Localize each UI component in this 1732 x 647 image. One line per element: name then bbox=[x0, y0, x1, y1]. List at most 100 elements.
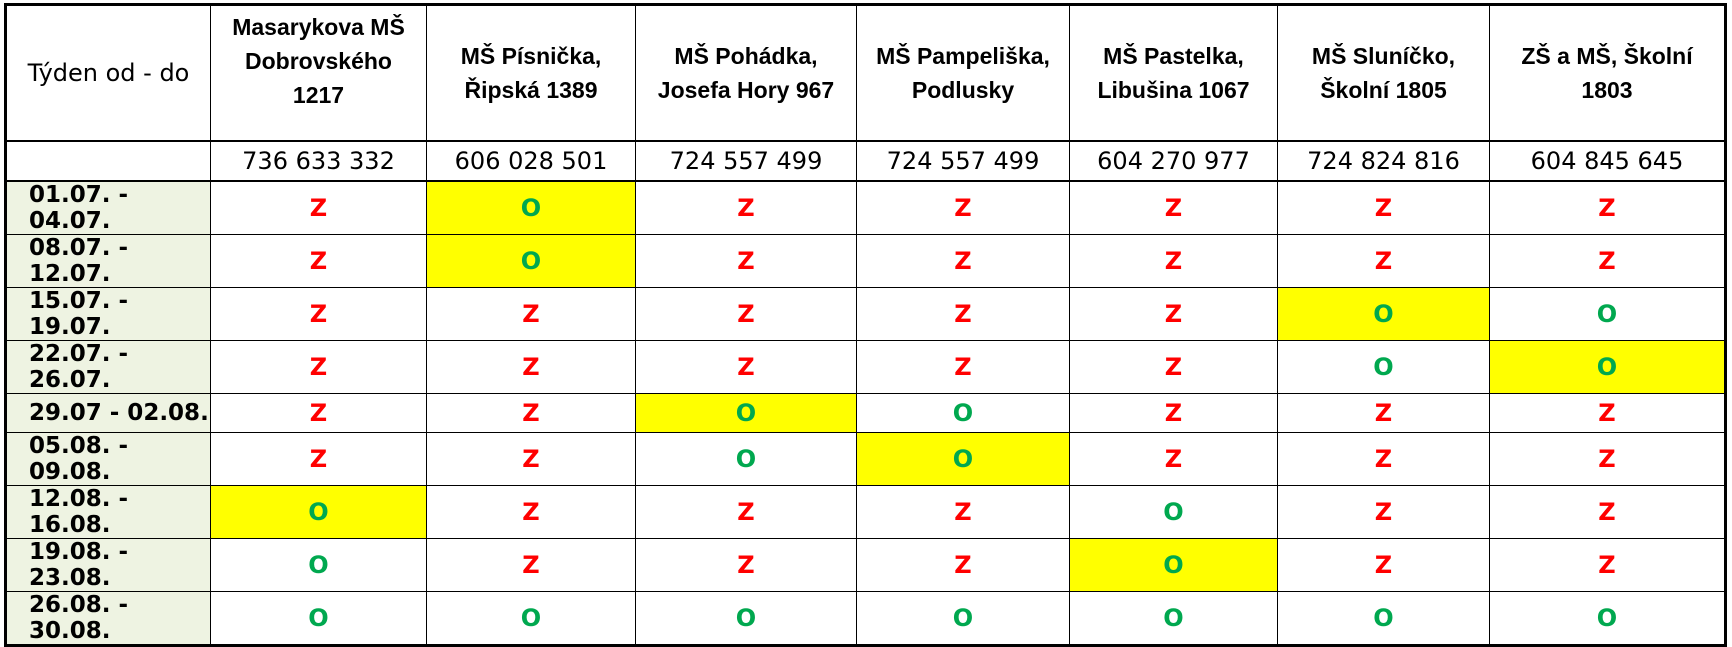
week-row: 15.07. - 19.07. Z Z Z Z Z O O bbox=[5, 287, 1726, 341]
school-name: MŠ Pohádka, Josefa Hory 967 bbox=[657, 43, 835, 103]
week-range-label: 22.07. - 26.07. bbox=[5, 340, 211, 394]
phone-number: 736 633 332 bbox=[210, 140, 427, 182]
school-header: MŠ Sluníčko, Školní 1805 bbox=[1277, 4, 1490, 142]
status-cell: Z bbox=[856, 180, 1070, 235]
week-range-label: 08.07. - 12.07. bbox=[5, 234, 211, 288]
status-cell: O bbox=[1277, 287, 1490, 341]
status-cell: Z bbox=[635, 180, 857, 235]
week-range-header: Týden od - do bbox=[5, 4, 211, 142]
status-cell: Z bbox=[856, 485, 1070, 539]
status-cell: Z bbox=[1277, 485, 1490, 539]
phone-number: 606 028 501 bbox=[426, 140, 636, 182]
status-cell: Z bbox=[856, 538, 1070, 592]
school-name: MŠ Pampeliška, Podlusky bbox=[876, 43, 1050, 103]
status-cell: Z bbox=[1277, 180, 1490, 235]
status-cell: Z bbox=[210, 234, 427, 288]
status-cell: Z bbox=[635, 234, 857, 288]
status-cell: Z bbox=[426, 340, 636, 394]
status-cell: Z bbox=[426, 485, 636, 539]
status-cell: Z bbox=[1489, 432, 1726, 486]
week-row: 12.08. - 16.08. O Z Z Z O Z Z bbox=[5, 485, 1726, 539]
week-row: 19.08. - 23.08. O Z Z Z O Z Z bbox=[5, 538, 1726, 592]
school-header: MŠ Pampeliška, Podlusky bbox=[856, 4, 1070, 142]
school-name: Masarykova MŠ Dobrovského 1217 bbox=[232, 14, 405, 108]
status-cell: O bbox=[426, 180, 636, 235]
status-cell: O bbox=[426, 591, 636, 646]
status-cell: O bbox=[856, 591, 1070, 646]
status-cell: Z bbox=[1277, 538, 1490, 592]
school-name: MŠ Písnička, Řipská 1389 bbox=[460, 43, 602, 103]
week-row: 05.08. - 09.08. Z Z O O Z Z Z bbox=[5, 432, 1726, 486]
school-header: MŠ Pastelka, Libušina 1067 bbox=[1069, 4, 1278, 142]
phone-row-label bbox=[5, 140, 211, 182]
status-cell: Z bbox=[1069, 234, 1278, 288]
phone-number: 604 270 977 bbox=[1069, 140, 1278, 182]
week-range-label: 05.08. - 09.08. bbox=[5, 432, 211, 486]
status-cell: Z bbox=[426, 393, 636, 433]
status-cell: Z bbox=[210, 180, 427, 235]
status-cell: Z bbox=[635, 485, 857, 539]
school-name: ZŠ a MŠ, Školní 1803 bbox=[1521, 43, 1693, 103]
phone-number: 724 824 816 bbox=[1277, 140, 1490, 182]
status-cell: O bbox=[210, 485, 427, 539]
status-cell: O bbox=[1069, 538, 1278, 592]
status-cell: O bbox=[1489, 340, 1726, 394]
week-range-label: 29.07 - 02.08. bbox=[5, 393, 211, 433]
status-cell: O bbox=[426, 234, 636, 288]
status-cell: Z bbox=[1489, 180, 1726, 235]
week-range-label: 01.07. - 04.07. bbox=[5, 180, 211, 235]
status-cell: Z bbox=[1069, 393, 1278, 433]
status-cell: Z bbox=[1277, 393, 1490, 433]
status-cell: Z bbox=[1069, 340, 1278, 394]
school-header: MŠ Pohádka, Josefa Hory 967 bbox=[635, 4, 857, 142]
summer-schedule-table: Týden od - do Masarykova MŠ Dobrovského … bbox=[4, 3, 1727, 647]
status-cell: Z bbox=[1277, 234, 1490, 288]
status-cell: Z bbox=[1069, 287, 1278, 341]
school-header: ZŠ a MŠ, Školní 1803 bbox=[1489, 4, 1726, 142]
status-cell: O bbox=[635, 591, 857, 646]
status-cell: Z bbox=[635, 538, 857, 592]
status-cell: O bbox=[1277, 591, 1490, 646]
status-cell: O bbox=[1277, 340, 1490, 394]
status-cell: O bbox=[1069, 485, 1278, 539]
status-cell: Z bbox=[1489, 538, 1726, 592]
phone-number: 604 845 645 bbox=[1489, 140, 1726, 182]
status-cell: Z bbox=[635, 340, 857, 394]
status-cell: Z bbox=[426, 432, 636, 486]
week-row: 26.08. - 30.08. O O O O O O O bbox=[5, 591, 1726, 646]
status-cell: O bbox=[856, 432, 1070, 486]
status-cell: O bbox=[856, 393, 1070, 433]
status-cell: O bbox=[635, 432, 857, 486]
table-body: Týden od - do Masarykova MŠ Dobrovského … bbox=[5, 4, 1726, 646]
school-header: Masarykova MŠ Dobrovského 1217 bbox=[210, 4, 427, 142]
phone-number: 724 557 499 bbox=[635, 140, 857, 182]
status-cell: O bbox=[635, 393, 857, 433]
status-cell: O bbox=[1489, 287, 1726, 341]
status-cell: Z bbox=[1069, 180, 1278, 235]
status-cell: Z bbox=[1489, 234, 1726, 288]
status-cell: O bbox=[210, 591, 427, 646]
status-cell: Z bbox=[635, 287, 857, 341]
status-cell: Z bbox=[426, 287, 636, 341]
week-range-label: 15.07. - 19.07. bbox=[5, 287, 211, 341]
status-cell: Z bbox=[210, 340, 427, 394]
status-cell: Z bbox=[210, 287, 427, 341]
school-name: MŠ Sluníčko, Školní 1805 bbox=[1311, 43, 1456, 103]
status-cell: Z bbox=[426, 538, 636, 592]
header-row: Týden od - do Masarykova MŠ Dobrovského … bbox=[5, 4, 1726, 142]
status-cell: Z bbox=[856, 234, 1070, 288]
school-name: MŠ Pastelka, Libušina 1067 bbox=[1097, 43, 1250, 103]
school-header: MŠ Písnička, Řipská 1389 bbox=[426, 4, 636, 142]
week-row: 22.07. - 26.07. Z Z Z Z Z O O bbox=[5, 340, 1726, 394]
phone-row: 736 633 332 606 028 501 724 557 499 724 … bbox=[5, 140, 1726, 182]
week-row: 01.07. - 04.07. Z O Z Z Z Z Z bbox=[5, 180, 1726, 235]
phone-number: 724 557 499 bbox=[856, 140, 1070, 182]
week-row: 08.07. - 12.07. Z O Z Z Z Z Z bbox=[5, 234, 1726, 288]
status-cell: O bbox=[1489, 591, 1726, 646]
status-cell: Z bbox=[210, 393, 427, 433]
status-cell: Z bbox=[856, 287, 1070, 341]
week-row: 29.07 - 02.08. Z Z O O Z Z Z bbox=[5, 393, 1726, 433]
week-range-label: 12.08. - 16.08. bbox=[5, 485, 211, 539]
status-cell: Z bbox=[1069, 432, 1278, 486]
week-range-label: 26.08. - 30.08. bbox=[5, 591, 211, 646]
